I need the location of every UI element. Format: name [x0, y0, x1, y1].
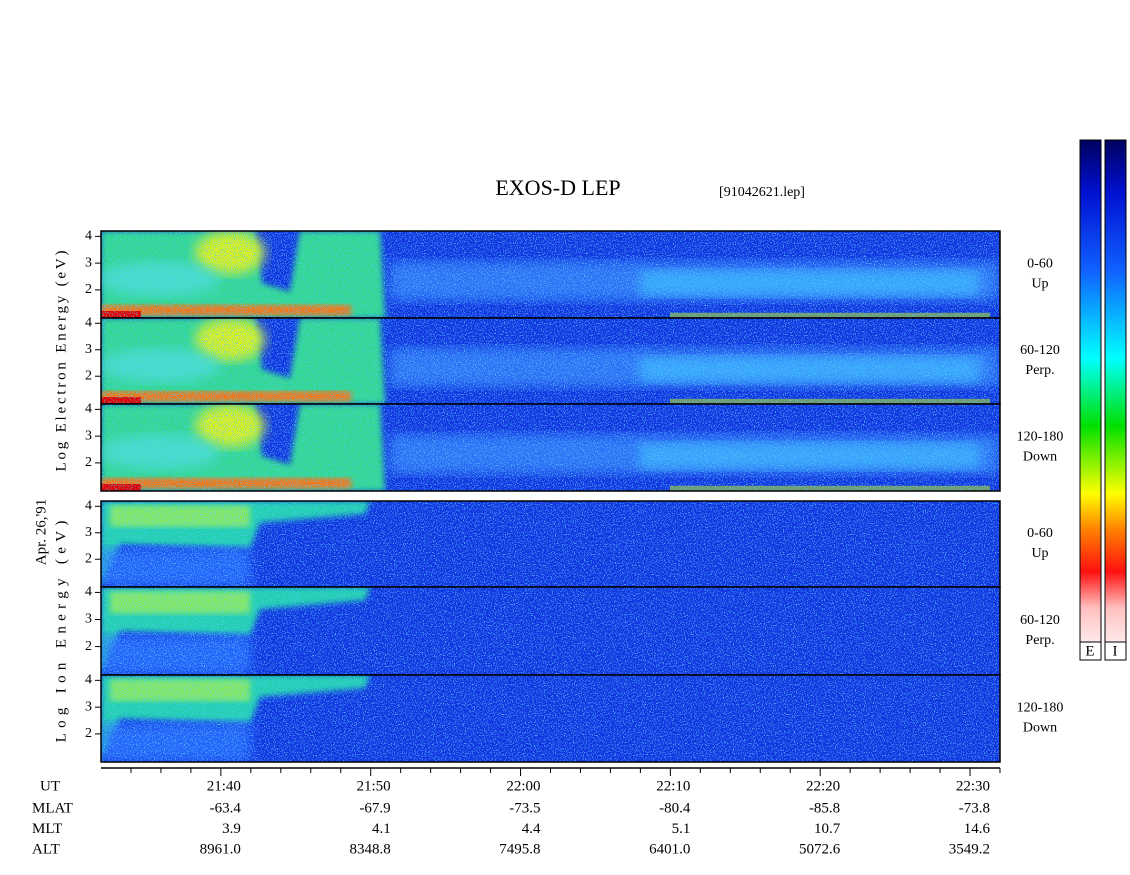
colorbar-box: [1079, 641, 1102, 661]
y-tick-label: 3: [85, 612, 92, 627]
x-tick-label: 21:50: [357, 778, 391, 794]
spectrogram-panel: 2 3 4 120-180 Down: [85, 673, 1064, 763]
ephemeris-value: 4.1: [372, 821, 391, 837]
y-tick-label: 3: [85, 525, 92, 540]
y-tick-label: 3: [85, 699, 92, 714]
panel-frame: [100, 403, 1001, 492]
ephemeris-value: -73.8: [959, 800, 990, 816]
spectrogram-panel: 2 3 4 60-120 Perp.: [85, 316, 1060, 405]
speckle: [101, 675, 1000, 762]
colorbar-box: [1104, 641, 1127, 661]
colorbar-e: [1079, 139, 1102, 661]
x-tick-label: 22:30: [956, 778, 990, 794]
direction: Down: [1023, 450, 1057, 465]
y-tick-label: 3: [85, 255, 92, 270]
speckle: [101, 587, 1000, 675]
x-tick-label: 21:40: [207, 778, 241, 794]
direction: Up: [1031, 546, 1048, 561]
y-tick-label: 4: [85, 402, 92, 417]
y-tick-label: 4: [85, 229, 92, 244]
direction: Perp.: [1025, 633, 1054, 648]
ephemeris-value: -63.4: [210, 800, 242, 816]
pitch-angle: 60-120: [1020, 613, 1060, 628]
y-tick-label: 4: [85, 585, 92, 600]
spectrogram-image: [101, 501, 1000, 587]
pitch-angle: 120-180: [1017, 701, 1064, 716]
ephemeris-value: 4.4: [522, 821, 541, 837]
ephemeris-value: -73.5: [509, 800, 540, 816]
x-tick-label: 22:20: [806, 778, 840, 794]
y-tick-label: 4: [85, 673, 92, 688]
ephemeris-value: 8961.0: [200, 841, 241, 857]
y-tick-label: 2: [85, 368, 92, 383]
file-name: [91042621.lep]: [719, 185, 805, 200]
y-tick-label: 4: [85, 316, 92, 331]
spectrogram-panel: 2 3 4 60-120 Perp.: [85, 585, 1060, 676]
y-axis-label: Log Electron Energy (eV): [53, 251, 69, 472]
ephemeris-value: 6401.0: [649, 841, 690, 857]
pitch-angle: 0-60: [1027, 526, 1053, 541]
panel-frame: [100, 674, 1001, 763]
y-tick-label: 3: [85, 428, 92, 443]
colorbar-i: [1104, 139, 1127, 661]
ephemeris-value: 5.1: [672, 821, 691, 837]
pitch-angle: 0-60: [1027, 257, 1053, 272]
ephemeris-value: 10.7: [814, 821, 841, 837]
ephemeris-value: 8348.8: [349, 841, 390, 857]
ephemeris-label: MLAT: [32, 800, 73, 816]
colorbar-label: I: [1113, 643, 1118, 659]
speckle: [101, 501, 1000, 587]
direction: Perp.: [1025, 363, 1054, 378]
x-row-label: UT: [40, 778, 60, 794]
speckle: [101, 404, 1000, 491]
colorbar-label: E: [1085, 643, 1094, 659]
spectrogram-panel: 2 3 4 120-180 Down: [85, 402, 1064, 492]
speckle: [101, 231, 1000, 318]
ephemeris-value: -67.9: [359, 800, 390, 816]
spectrogram-image: [101, 231, 1000, 318]
pitch-angle: 120-180: [1017, 430, 1064, 445]
y-tick-label: 2: [85, 455, 92, 470]
ephemeris-value: 14.6: [964, 821, 991, 837]
pitch-angle: 60-120: [1020, 343, 1060, 358]
ephemeris-value: 3.9: [222, 821, 241, 837]
ephemeris-value: 3549.2: [949, 841, 990, 857]
direction: Down: [1023, 721, 1057, 736]
spectrogram-image: [101, 318, 1000, 404]
x-tick-label: 22:00: [506, 778, 540, 794]
ephemeris-value: -85.8: [809, 800, 840, 816]
y-tick-label: 2: [85, 551, 92, 566]
spectrogram-image: [101, 587, 1000, 675]
ephemeris-value: 7495.8: [499, 841, 540, 857]
y-axis-label: Log Ion Energy (eV): [53, 521, 69, 743]
spectrogram-image: [101, 675, 1000, 762]
ephemeris-label: ALT: [32, 841, 60, 857]
chart-title: EXOS-D LEP: [495, 175, 620, 200]
y-tick-label: 2: [85, 639, 92, 654]
ephemeris-value: -80.4: [659, 800, 691, 816]
y-tick-label: 3: [85, 342, 92, 357]
y-tick-label: 4: [85, 499, 92, 514]
ephemeris-label: MLT: [32, 821, 62, 837]
colorbar: E I: [1079, 139, 1127, 661]
y-tick-label: 2: [85, 726, 92, 741]
spectrogram-panel: 2 3 4 0-60 Up: [85, 229, 1053, 319]
y-tick-label: 2: [85, 282, 92, 297]
spectrogram-panel: 2 3 4 0-60 Up: [85, 499, 1053, 588]
date-label: Apr. 26,'91: [33, 499, 49, 565]
spectrogram-image: [101, 404, 1000, 491]
x-tick-label: 22:10: [656, 778, 690, 794]
ephemeris-value: 5072.6: [799, 841, 841, 857]
speckle: [101, 318, 1000, 404]
direction: Up: [1031, 277, 1048, 292]
